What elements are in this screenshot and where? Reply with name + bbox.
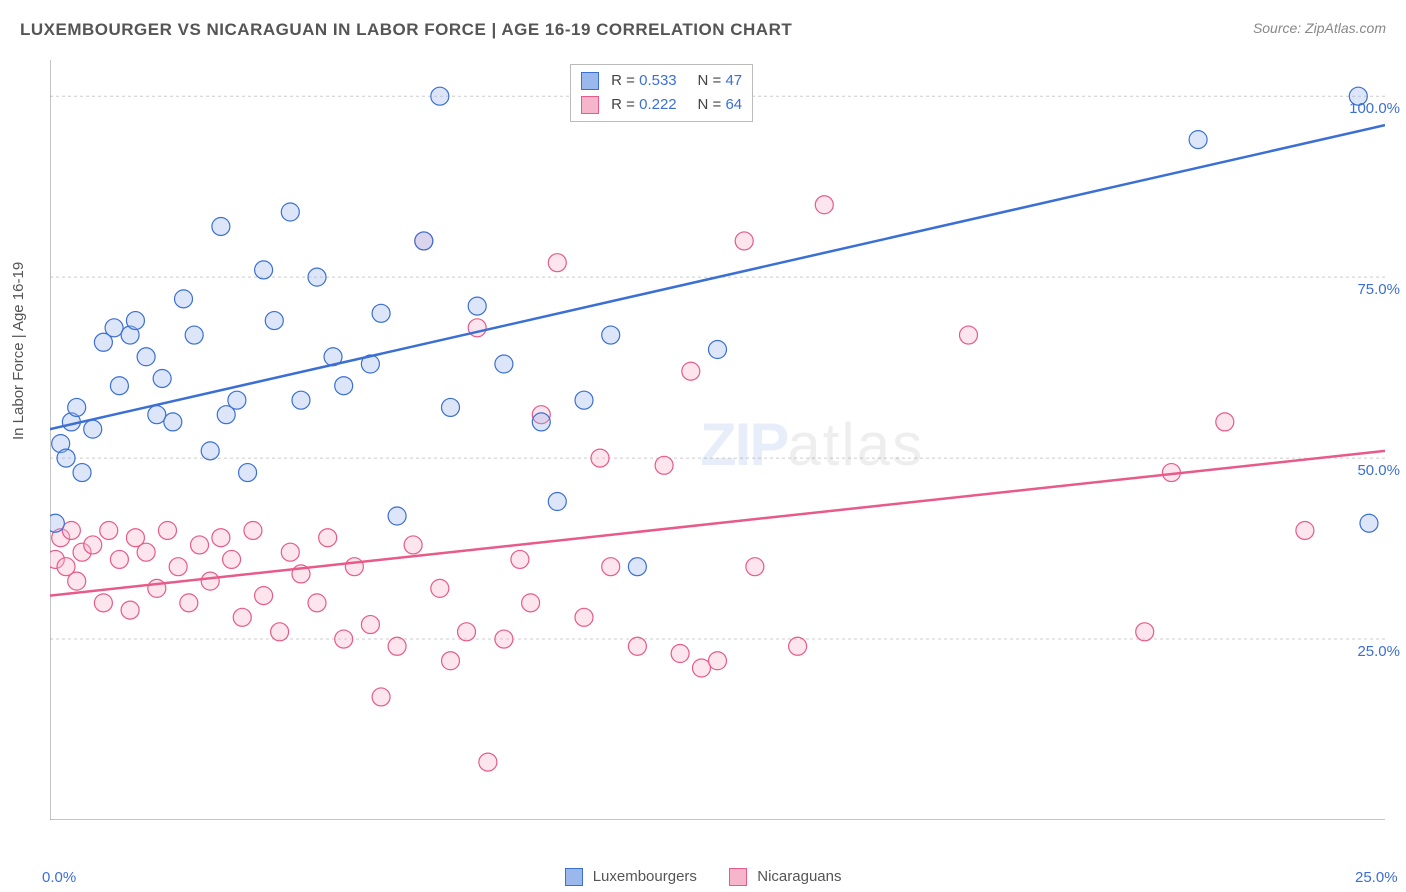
- legend-box-nic: [729, 868, 747, 886]
- y-tick-label: 75.0%: [1357, 281, 1400, 298]
- source-label: Source: ZipAtlas.com: [1253, 20, 1386, 36]
- stat-row-lux: R = 0.533 N = 47: [581, 69, 742, 93]
- footer-legend: Luxembourgers Nicaraguans: [0, 868, 1406, 886]
- stat-row-nic: R = 0.222 N = 64: [581, 93, 742, 117]
- swatch-lux: [581, 72, 599, 90]
- legend-label-lux: Luxembourgers: [593, 868, 697, 885]
- x-tick-label: 0.0%: [42, 869, 76, 886]
- swatch-nic: [581, 96, 599, 114]
- y-tick-label: 50.0%: [1357, 462, 1400, 479]
- y-tick-label: 100.0%: [1349, 100, 1400, 117]
- legend-label-nic: Nicaraguans: [757, 868, 841, 885]
- y-axis-label: In Labor Force | Age 16-19: [10, 262, 27, 440]
- legend-item-nic: Nicaraguans: [729, 868, 841, 886]
- legend-box-lux: [565, 868, 583, 886]
- watermark: ZIPatlas: [700, 410, 924, 479]
- x-tick-label: 25.0%: [1355, 869, 1398, 886]
- chart-title: LUXEMBOURGER VS NICARAGUAN IN LABOR FORC…: [20, 20, 792, 39]
- stat-legend: R = 0.533 N = 47 R = 0.222 N = 64: [570, 64, 753, 122]
- y-tick-label: 25.0%: [1357, 643, 1400, 660]
- legend-item-lux: Luxembourgers: [565, 868, 697, 886]
